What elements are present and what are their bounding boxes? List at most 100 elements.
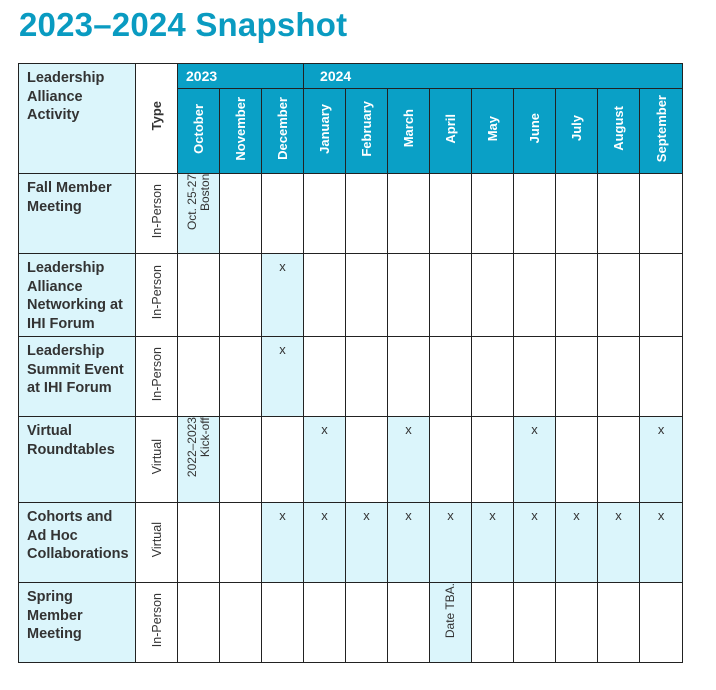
month-cell [219,336,262,417]
type-cell: In-Person [135,336,178,417]
month-cell-marked: x [260,336,305,417]
month-cell [219,502,262,583]
month-cell [345,416,389,503]
month-cell-marked: x [303,502,347,583]
activity-mark: x [531,422,538,437]
table-row: Cohorts and Ad Hoc Collaborations Virtua… [18,502,684,583]
month-header-february: February [345,88,389,174]
month-cell [387,336,431,417]
activity-cell: Cohorts and Ad Hoc Collaborations [18,502,136,583]
table-row: Leadership Alliance Networking at IHI Fo… [18,253,684,337]
activity-mark: x [321,508,328,523]
snapshot-table: Leadership Alliance Activity Type 2023 2… [18,63,684,663]
type-cell: Virtual [135,502,178,583]
month-header-july: July [555,88,599,174]
month-cell [513,173,557,254]
type-column-label: Type [149,101,164,131]
event-note-cell: 2022–2023 Kick-off [177,416,220,503]
month-cell [471,416,515,503]
event-note: 2022–2023 Kick-off [184,417,212,478]
table-row: Leadership Summit Event at IHI Forum In-… [18,336,684,417]
month-cell [260,416,305,503]
month-cell [219,582,262,663]
month-header-june: June [513,88,557,174]
month-cell [219,416,262,503]
month-cell [387,582,431,663]
activity-mark: x [321,422,328,437]
month-cell [555,582,599,663]
month-cell-marked: x [597,502,641,583]
type-cell: In-Person [135,582,178,663]
month-cell [177,582,220,663]
header-row-months: October November December January Februa… [19,88,684,174]
month-cell [260,582,305,663]
month-cell-marked: x [471,502,515,583]
month-cell [639,582,684,663]
month-cell [345,582,389,663]
month-cell [471,173,515,254]
page-title: 2023–2024 Snapshot [19,6,348,43]
month-cell [303,582,347,663]
month-cell [513,253,557,337]
month-cell [387,253,431,337]
month-cell [597,582,641,663]
event-note: Oct. 25-27 Boston [184,174,212,231]
month-cell-marked: x [639,416,684,503]
activity-cell: Fall Member Meeting [18,173,136,254]
activity-cell: Leadership Alliance Networking at IHI Fo… [18,253,136,337]
month-cell [513,582,557,663]
month-cell [303,253,347,337]
month-cell [345,173,389,254]
month-cell [639,336,684,417]
month-header-january: January [303,88,347,174]
month-cell [177,336,220,417]
month-cell-marked: x [345,502,389,583]
month-cell [303,336,347,417]
month-cell [429,173,473,254]
type-cell: In-Person [135,173,178,254]
month-cell [177,502,220,583]
month-cell [387,173,431,254]
month-cell [177,253,220,337]
month-header-december: December [260,88,305,174]
header-row-years: Leadership Alliance Activity Type 2023 2… [18,63,684,174]
activity-mark: x [615,508,622,523]
table-row: Spring Member Meeting In-Person Date TBA… [18,582,684,663]
activity-mark: x [405,508,412,523]
month-cell [429,253,473,337]
month-header-april: April [429,88,473,174]
activity-cell: Virtual Roundtables [18,416,136,503]
month-cell [597,416,641,503]
table-row: Fall Member Meeting In-Person Oct. 25-27… [18,173,684,254]
month-cell [219,253,262,337]
month-cell-marked: x [513,416,557,503]
activity-mark: x [279,342,286,357]
type-cell: Virtual [135,416,178,503]
month-cell [260,173,305,254]
month-header-august: August [597,88,641,174]
month-cell [429,416,473,503]
month-cell [597,253,641,337]
month-cell [471,253,515,337]
month-header-september: September [639,88,684,174]
event-note: Date TBA. [443,583,458,639]
month-cell [219,173,262,254]
month-header-october: October [177,88,220,174]
activity-mark: x [489,508,496,523]
month-cell-marked: x [639,502,684,583]
month-cell-marked: x [429,502,473,583]
month-cell [555,336,599,417]
activity-mark: x [405,422,412,437]
month-cell [345,336,389,417]
month-cell [597,336,641,417]
month-header-november: November [219,88,262,174]
type-column-header: Type [135,63,178,174]
month-header-may: May [471,88,515,174]
year-header-2024: 2024 [303,63,684,89]
activity-mark: x [279,508,286,523]
month-header-march: March [387,88,431,174]
month-cell-marked: x [303,416,347,503]
year-header-2023: 2023 [176,63,305,89]
month-cell [513,336,557,417]
month-cell [639,173,684,254]
